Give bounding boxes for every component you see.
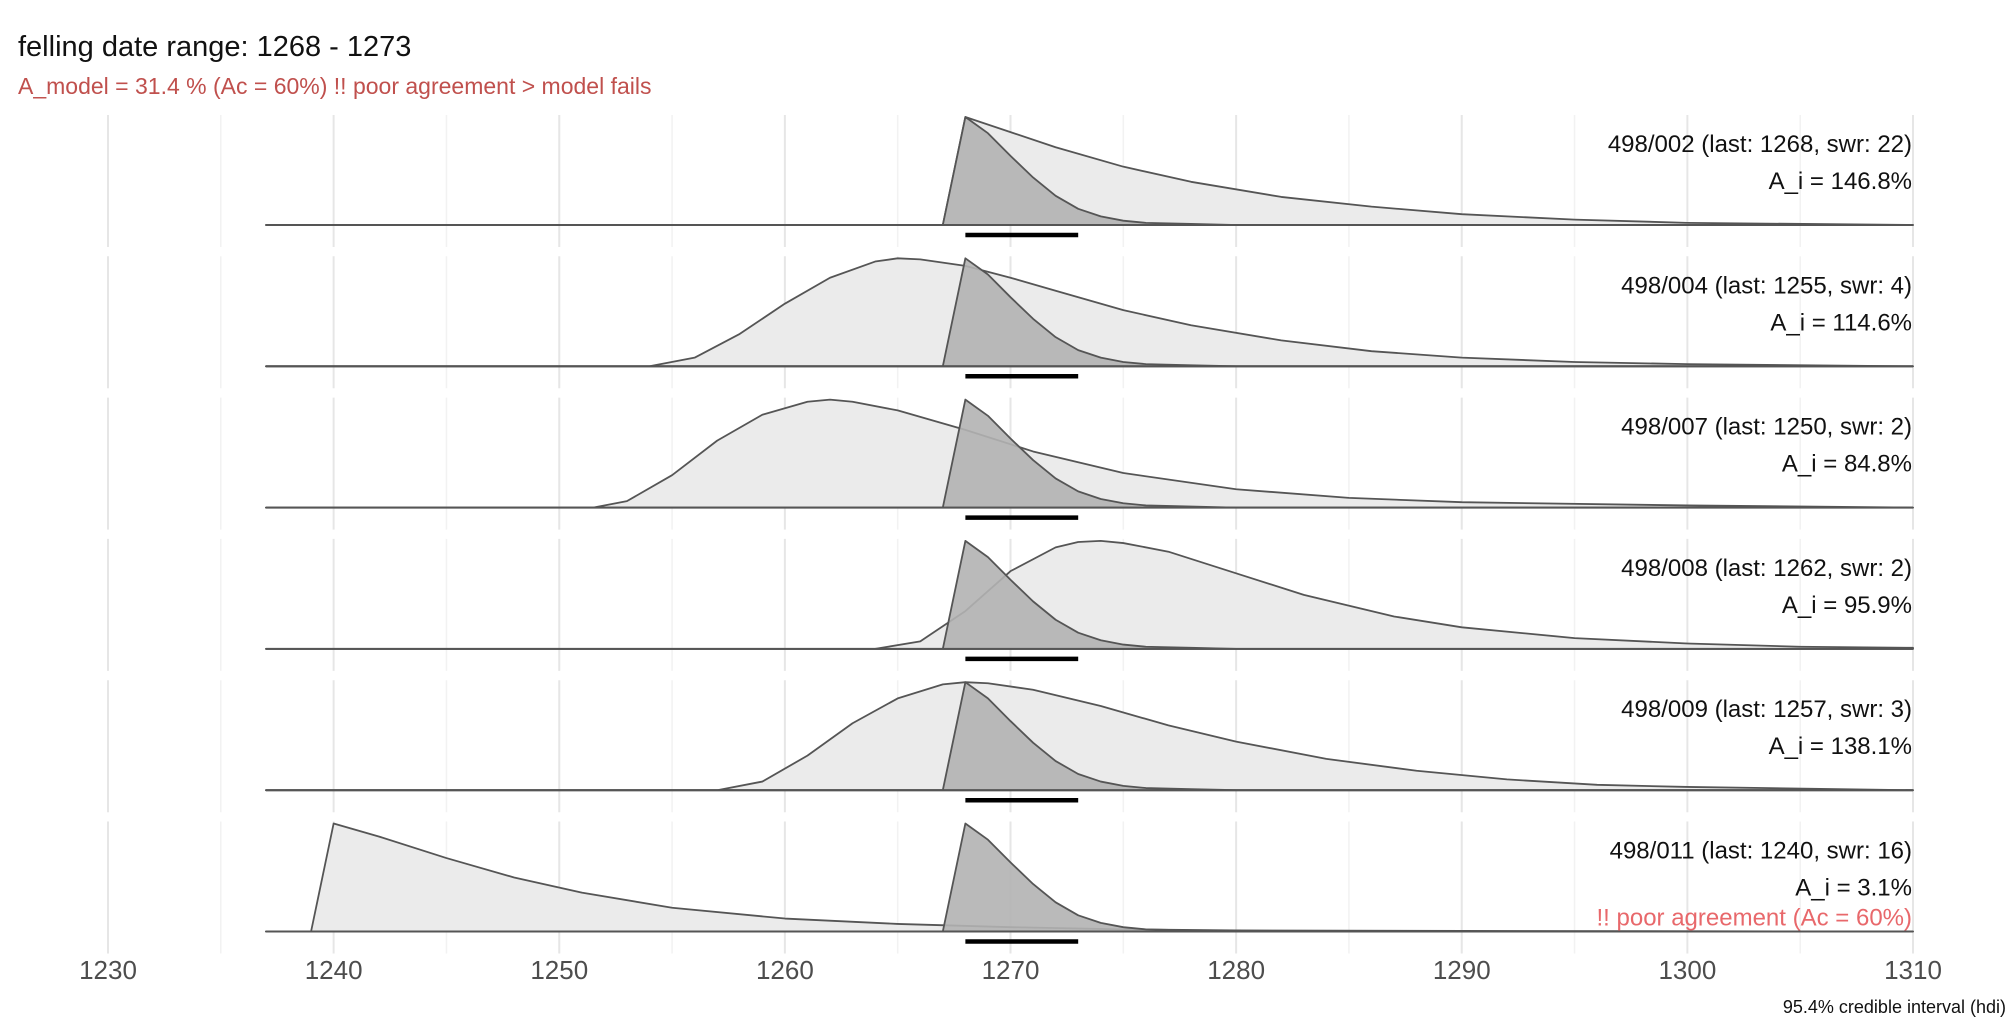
agreement-index: A_i = 114.6%	[1770, 309, 1912, 336]
raw-density-area	[265, 116, 1914, 226]
x-axis-ticks: 1230 1240 1250 1260 1270 1280 1290 1300 1310	[79, 955, 1942, 985]
sample-panels: 498/002 (last: 1268, swr: 22) A_i = 146.8…	[265, 116, 1914, 944]
panel-498-007: 498/007 (last: 1250, swr: 2) A_i = 84.8%	[265, 398, 1914, 520]
agreement-index: A_i = 3.1%	[1795, 875, 1912, 902]
x-tick-label: 1240	[305, 955, 363, 985]
chart-caption: 95.4% credible interval (hdi)	[1783, 997, 2006, 1017]
agreement-index: A_i = 146.8%	[1769, 168, 1912, 195]
panel-498-009: 498/009 (last: 1257, swr: 3) A_i = 138.1%	[265, 681, 1914, 803]
x-tick-label: 1250	[530, 955, 588, 985]
sample-label: 498/007 (last: 1250, swr: 2)	[1621, 414, 1912, 441]
agreement-index: A_i = 138.1%	[1769, 733, 1912, 760]
chart-title: felling date range: 1268 - 1273	[18, 31, 411, 63]
sample-label: 498/011 (last: 1240, swr: 16)	[1610, 838, 1912, 865]
agreement-index: A_i = 95.9%	[1782, 592, 1912, 619]
sample-label: 498/009 (last: 1257, swr: 3)	[1621, 696, 1912, 723]
x-tick-label: 1230	[79, 955, 137, 985]
x-tick-label: 1270	[982, 955, 1040, 985]
raw-density-area	[265, 257, 1914, 368]
raw-density-area	[265, 398, 1914, 509]
panel-498-008: 498/008 (last: 1262, swr: 2) A_i = 95.9%	[265, 540, 1914, 662]
poor-agreement-warning: !! poor agreement (Ac = 60%)	[1597, 905, 1913, 932]
raw-density-area	[265, 681, 1914, 792]
grid-lines	[107, 115, 1914, 954]
x-tick-label: 1290	[1433, 955, 1491, 985]
panel-498-011: 498/011 (last: 1240, swr: 16) A_i = 3.1%!…	[265, 822, 1914, 944]
panel-498-004: 498/004 (last: 1255, swr: 4) A_i = 114.6%	[265, 257, 1914, 379]
chart-subtitle: A_model = 31.4 % (Ac = 60%) !! poor agre…	[18, 73, 651, 99]
sample-label: 498/004 (last: 1255, swr: 4)	[1621, 272, 1912, 299]
x-tick-label: 1280	[1207, 955, 1265, 985]
panel-498-002: 498/002 (last: 1268, swr: 22) A_i = 146.8…	[265, 116, 1914, 238]
x-tick-label: 1300	[1658, 955, 1716, 985]
agreement-index: A_i = 84.8%	[1782, 451, 1912, 478]
sample-label: 498/002 (last: 1268, swr: 22)	[1608, 131, 1912, 158]
x-tick-label: 1310	[1884, 955, 1942, 985]
sample-label: 498/008 (last: 1262, swr: 2)	[1621, 555, 1912, 582]
x-tick-label: 1260	[756, 955, 814, 985]
